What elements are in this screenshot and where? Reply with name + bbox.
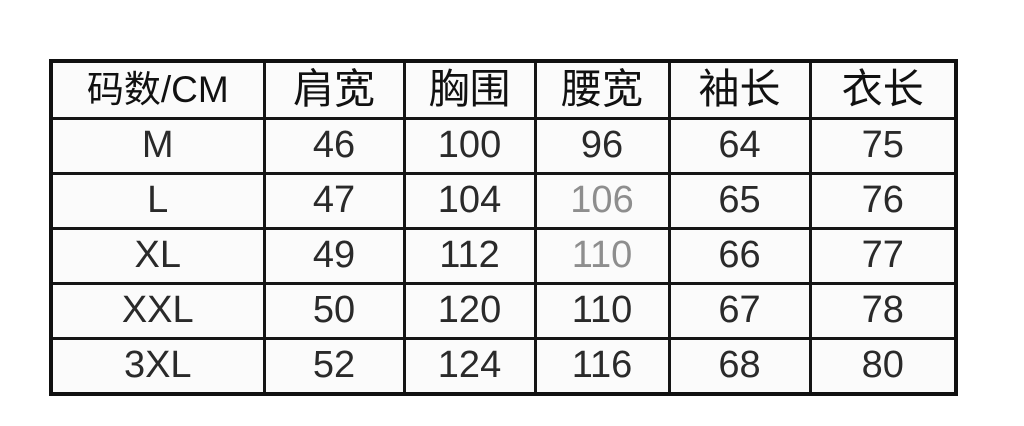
column-header-waist-label: 腰宽	[561, 65, 643, 112]
cell-shoulder: 50	[262, 282, 406, 340]
cell-bust-value: 104	[437, 179, 502, 221]
cell-shoulder: 52	[262, 337, 406, 396]
cell-waist: 96	[533, 117, 671, 175]
size-measurement-table: 码数/CM 肩宽 胸围 腰宽 袖长 衣长 M	[49, 59, 958, 396]
cell-bust: 104	[402, 172, 537, 230]
column-header-length-label: 衣长	[841, 65, 924, 112]
cell-size-value: 3XL	[123, 344, 192, 386]
column-header-size-label: 码数/CM	[86, 68, 229, 110]
cell-shoulder-value: 50	[312, 289, 356, 331]
cell-sleeve: 67	[667, 282, 812, 340]
cell-sleeve: 65	[667, 172, 812, 230]
column-header-waist: 腰宽	[533, 59, 671, 120]
cell-waist-value: 96	[580, 124, 624, 166]
cell-shoulder: 47	[262, 172, 406, 230]
cell-bust: 120	[402, 282, 537, 340]
table-row: XL 49 112 110 66 77	[49, 227, 958, 285]
column-header-bust: 胸围	[402, 59, 537, 120]
table-row: L 47 104 106 65 76	[49, 172, 958, 230]
cell-length: 75	[808, 117, 958, 175]
cell-bust-value: 112	[439, 234, 500, 276]
cell-size-value: M	[141, 124, 174, 166]
cell-waist: 110	[533, 282, 671, 340]
cell-length: 78	[808, 282, 958, 340]
cell-length-value: 75	[861, 124, 904, 166]
cell-length: 76	[808, 172, 958, 230]
column-header-shoulder: 肩宽	[262, 59, 406, 120]
cell-shoulder-value: 49	[312, 234, 356, 276]
cell-size: 3XL	[49, 337, 266, 396]
cell-size: L	[49, 172, 266, 230]
column-header-shoulder-label: 肩宽	[293, 65, 375, 112]
column-header-sleeve: 袖长	[667, 59, 812, 120]
cell-waist-value: 106	[570, 179, 634, 221]
cell-shoulder-value: 52	[312, 344, 356, 386]
column-header-size: 码数/CM	[49, 59, 266, 120]
table-row: M 46 100 96 64 75	[49, 117, 958, 175]
cell-bust: 100	[402, 117, 537, 175]
cell-bust-value: 120	[437, 289, 502, 331]
cell-shoulder-value: 47	[312, 179, 356, 221]
cell-length-value: 76	[861, 179, 904, 221]
cell-size-value: L	[147, 179, 169, 221]
table-row: 3XL 52 124 116 68 80	[49, 337, 958, 396]
cell-length-value: 77	[861, 234, 904, 276]
cell-bust: 112	[402, 227, 537, 285]
cell-waist: 110	[533, 227, 671, 285]
cell-size: XXL	[49, 282, 266, 340]
cell-waist-value: 110	[571, 289, 633, 331]
table-row: XXL 50 120 110 67 78	[49, 282, 958, 340]
cell-length: 77	[808, 227, 958, 285]
cell-length-value: 78	[861, 289, 904, 331]
cell-size: M	[49, 117, 266, 175]
cell-length: 80	[808, 337, 958, 396]
cell-waist: 106	[533, 172, 671, 230]
cell-shoulder: 46	[262, 117, 406, 175]
size-chart-container: 码数/CM 肩宽 胸围 腰宽 袖长 衣长 M	[49, 59, 958, 396]
cell-bust-value: 124	[437, 344, 502, 386]
cell-size-value: XXL	[121, 289, 194, 331]
cell-sleeve-value: 65	[718, 179, 761, 221]
column-header-bust-label: 胸围	[428, 65, 511, 112]
cell-sleeve-value: 68	[718, 344, 761, 386]
cell-waist-value: 110	[571, 234, 633, 276]
cell-sleeve-value: 66	[718, 234, 761, 276]
cell-shoulder: 49	[262, 227, 406, 285]
cell-sleeve-value: 64	[718, 124, 761, 166]
column-header-length: 衣长	[808, 59, 958, 120]
cell-size: XL	[49, 227, 266, 285]
cell-bust: 124	[402, 337, 537, 396]
table-header-row: 码数/CM 肩宽 胸围 腰宽 袖长 衣长	[49, 59, 958, 120]
cell-sleeve: 68	[667, 337, 812, 396]
cell-sleeve: 66	[667, 227, 812, 285]
cell-shoulder-value: 46	[312, 124, 356, 166]
cell-sleeve: 64	[667, 117, 812, 175]
column-header-sleeve-label: 袖长	[698, 65, 781, 112]
cell-length-value: 80	[861, 344, 904, 386]
cell-bust-value: 100	[437, 124, 502, 166]
cell-size-value: XL	[134, 234, 181, 276]
cell-sleeve-value: 67	[718, 289, 761, 331]
cell-waist-value: 116	[571, 344, 633, 386]
cell-waist: 116	[533, 337, 671, 396]
